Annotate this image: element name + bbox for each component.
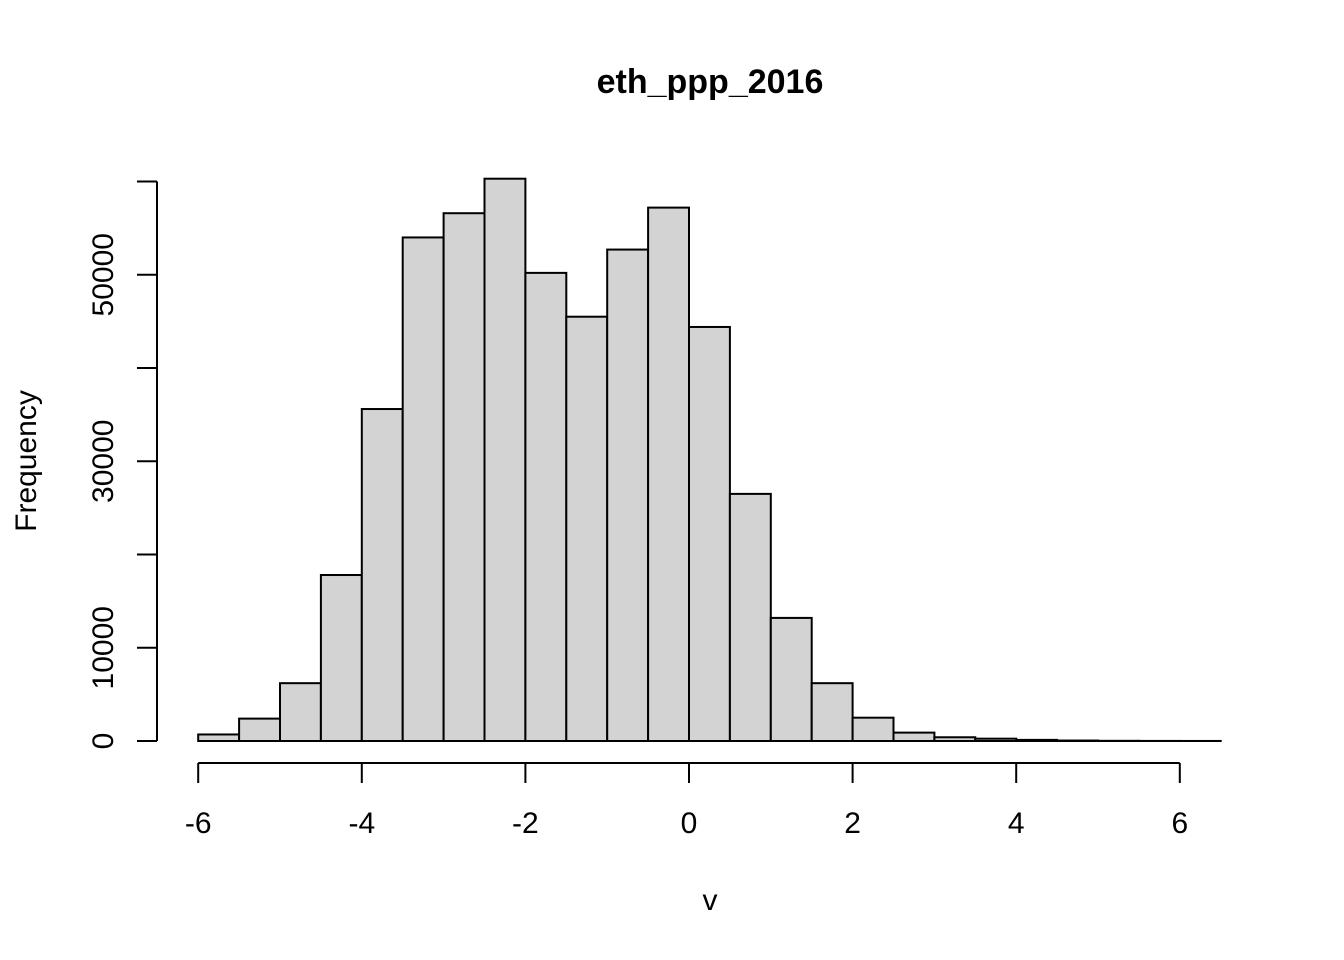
y-axis-label: Frequency [10,390,43,532]
bars-group [197,177,1222,743]
histogram-bar [647,206,690,743]
x-tick-label: 4 [1008,807,1025,840]
histogram-bar [606,248,650,742]
x-tick-label: -6 [185,807,212,840]
chart-title: eth_ppp_2016 [597,63,824,101]
y-tick-label: 50000 [87,233,120,316]
x-tick-label: -2 [512,807,539,840]
histogram-bar [279,682,322,742]
y-axis: 0 10000 30000 50000 [87,180,158,750]
histogram-bar [442,212,486,742]
x-tick-label: 2 [844,807,861,840]
histogram-bar [892,731,936,742]
histogram-bar [933,736,977,743]
y-tick-label: 30000 [87,420,120,503]
histogram-bar [728,492,772,743]
x-tick-label: -4 [348,807,375,840]
histogram-bar [197,733,241,742]
histogram-bar [851,716,895,743]
histogram-bar [810,682,854,742]
x-tick-label: 0 [681,807,698,840]
x-tick-label: 6 [1171,807,1188,840]
x-axis-label: v [703,884,718,917]
histogram-bar [565,315,609,742]
histogram-bar [483,177,527,742]
histogram-bar [360,408,404,742]
histogram-bar [401,236,445,742]
x-axis: -6 -4 -2 0 2 4 6 [185,762,1188,840]
histogram-bar [688,325,731,742]
histogram-bar [319,574,363,743]
histogram-bar [974,737,1018,742]
histogram-bar [1015,738,1059,743]
histogram-bar [238,717,282,742]
histogram-bar [524,271,568,742]
y-tick-label: 0 [87,733,120,750]
y-tick-label: 10000 [87,606,120,689]
histogram-bar [769,616,813,742]
